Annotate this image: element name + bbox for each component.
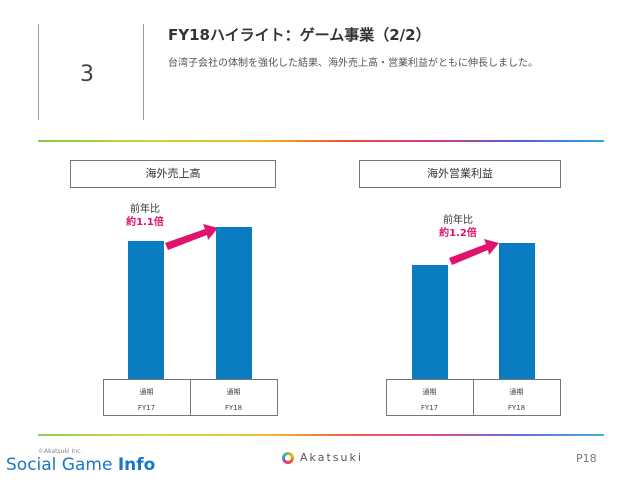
period-table-sales (103, 379, 278, 416)
section-number: 3 (80, 62, 94, 87)
chart-title-overseas-sales: 海外売上高 (70, 160, 276, 188)
logo-text: Akatsuki (300, 451, 363, 464)
footer-rainbow-rule (38, 434, 604, 436)
yoy-label-sales: 前年比 (130, 204, 160, 215)
header-left-divider (38, 24, 39, 120)
watermark-prefix: Social Game (6, 455, 118, 475)
fy-label: FY18 (507, 404, 526, 412)
yoy-label-profit: 前年比 (443, 215, 473, 226)
akatsuki-logo-icon (282, 451, 294, 464)
fy-label: FY17 (137, 404, 156, 412)
fy-label: FY18 (224, 404, 243, 412)
header-rainbow-rule (38, 140, 604, 142)
page-number: P18 (576, 452, 597, 465)
akatsuki-logo: Akatsuki (282, 451, 363, 464)
yoy-value-sales: 約1.1倍 (126, 217, 164, 228)
period-label: 通期 (226, 388, 241, 396)
bar-sales-fy17 (128, 240, 164, 379)
period-table-divider-sales (190, 379, 191, 415)
period-label: 通期 (509, 388, 524, 396)
header-right-divider (143, 24, 144, 120)
growth-arrow-sales (165, 224, 218, 250)
period-table-profit (386, 379, 561, 416)
page-subtitle: 台湾子会社の体制を強化した結果、海外売上高・営業利益がともに伸長しました。 (168, 58, 538, 69)
fy-label: FY17 (420, 404, 439, 412)
yoy-value-profit: 約1.2倍 (439, 228, 477, 239)
bar-sales-fy18 (216, 226, 252, 379)
growth-arrow-profit (449, 239, 499, 265)
chart-title-overseas-operating-profit: 海外営業利益 (359, 160, 561, 188)
copyright-text: ©Akatsuki Inc. (38, 448, 83, 455)
bar-profit-fy18 (499, 242, 535, 379)
period-label: 通期 (422, 388, 437, 396)
period-table-divider-profit (473, 379, 474, 415)
watermark: Social Game Info (6, 455, 155, 475)
page-title: FY18ハイライト：ゲーム事業（2/2） (168, 26, 431, 44)
watermark-bold: Info (117, 455, 156, 475)
period-label: 通期 (139, 388, 154, 396)
bar-profit-fy17 (412, 265, 448, 379)
